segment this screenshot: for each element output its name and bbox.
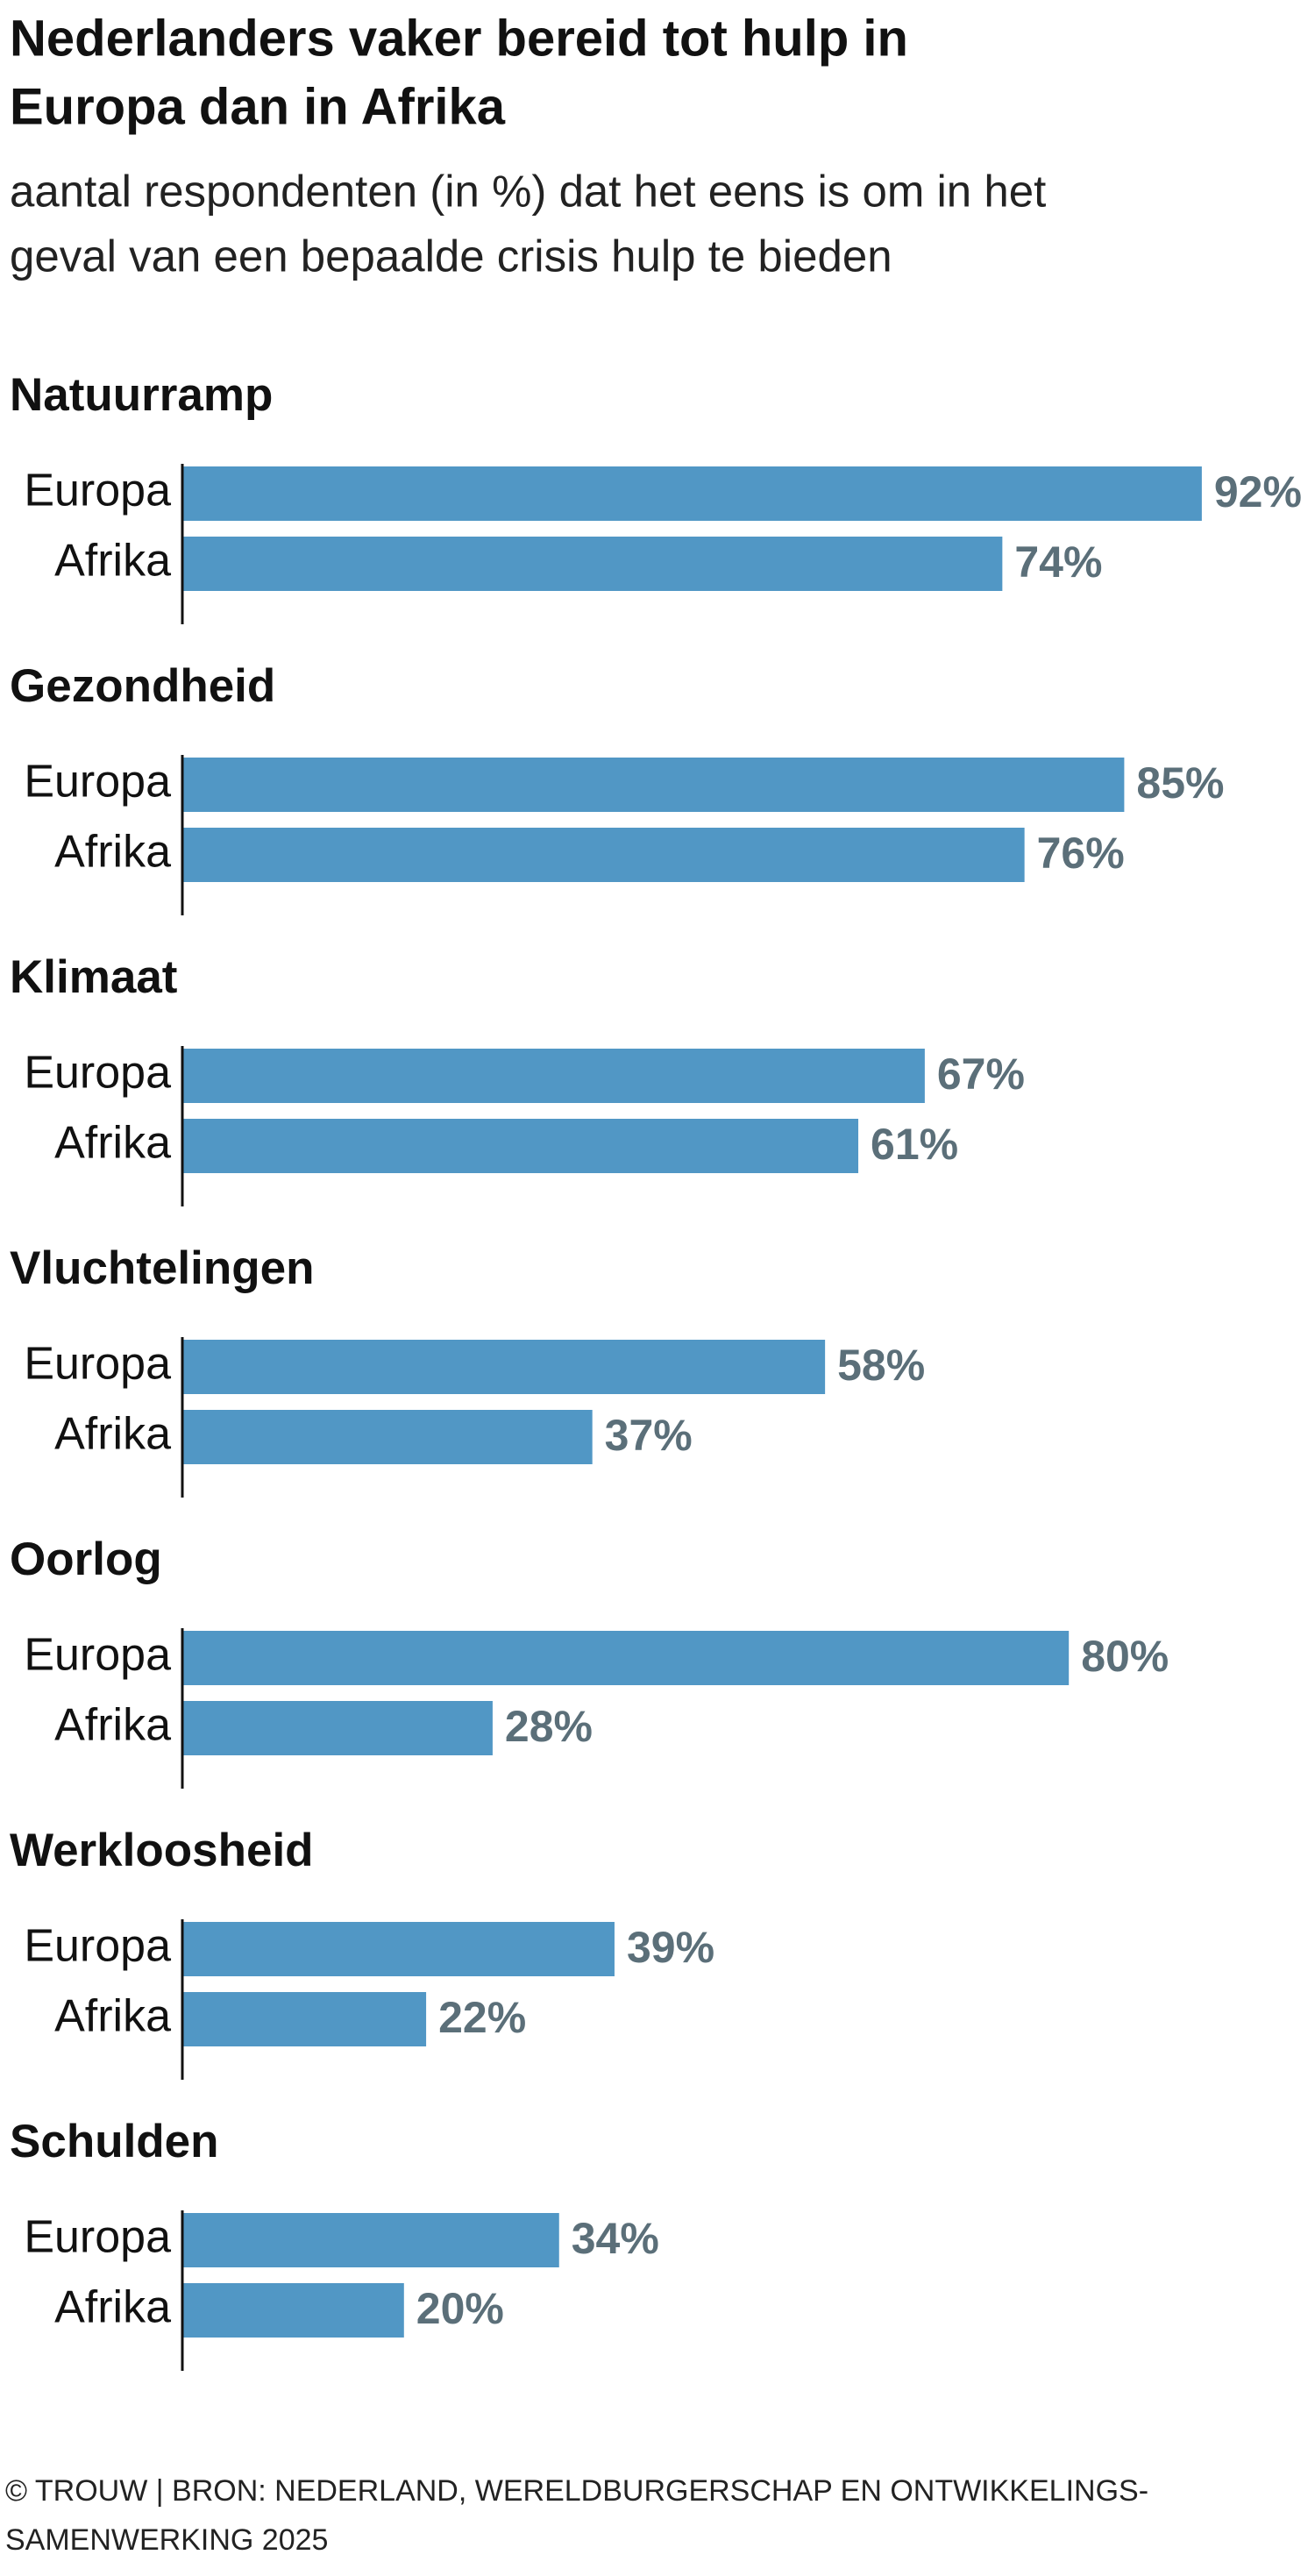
chart-subtitle: aantal respondenten (in %) dat het eens … — [10, 166, 1046, 216]
chart-title: Europa dan in Afrika — [10, 78, 506, 135]
category-label: Europa — [24, 1048, 171, 1099]
chart-title: Nederlanders vaker bereid tot hulp in — [10, 10, 908, 67]
category-label: Europa — [24, 757, 171, 808]
value-label: 74% — [1014, 537, 1102, 587]
category-label: Europa — [24, 1921, 171, 1972]
bar — [182, 466, 1202, 521]
bar — [182, 1631, 1070, 1685]
chart-subtitle: geval van een bepaalde crisis hulp te bi… — [10, 231, 892, 281]
category-label: Afrika — [54, 536, 171, 587]
bar — [182, 828, 1025, 882]
value-label: 85% — [1136, 758, 1224, 808]
group-title: Gezondheid — [10, 660, 275, 712]
category-label: Afrika — [54, 1991, 171, 2042]
category-label: Europa — [24, 466, 171, 516]
bar — [182, 1410, 593, 1464]
category-label: Europa — [24, 1630, 171, 1681]
group-title: Klimaat — [10, 951, 177, 1003]
group-title: Natuurramp — [10, 369, 273, 421]
bar — [182, 1922, 615, 1976]
bar — [182, 1119, 859, 1173]
group-title: Schulden — [10, 2116, 219, 2167]
category-label: Afrika — [54, 1118, 171, 1169]
group-title: Werkloosheid — [10, 1825, 314, 1876]
value-label: 37% — [605, 1411, 693, 1460]
bar — [182, 758, 1125, 812]
bar — [182, 2283, 404, 2338]
bar — [182, 2213, 559, 2267]
group-title: Vluchtelingen — [10, 1242, 314, 1294]
category-label: Afrika — [54, 1700, 171, 1751]
value-label: 22% — [438, 1993, 526, 2042]
value-label: 61% — [871, 1120, 958, 1169]
value-label: 67% — [937, 1050, 1025, 1099]
value-label: 80% — [1081, 1632, 1169, 1681]
category-label: Europa — [24, 2212, 171, 2263]
source: © TROUW | BRON: NEDERLAND, WERELDBURGERS… — [5, 2474, 1148, 2508]
source: SAMENWERKING 2025 — [5, 2523, 328, 2557]
bar — [182, 537, 1003, 591]
value-label: 39% — [627, 1923, 714, 1972]
category-label: Afrika — [54, 2282, 171, 2333]
value-label: 76% — [1037, 829, 1125, 878]
value-label: 20% — [416, 2284, 504, 2333]
value-label: 34% — [572, 2214, 659, 2263]
category-label: Afrika — [54, 827, 171, 878]
bar — [182, 1049, 925, 1103]
bar — [182, 1340, 826, 1394]
value-label: 28% — [505, 1702, 593, 1751]
value-label: 92% — [1214, 467, 1302, 516]
bar — [182, 1701, 493, 1755]
category-label: Afrika — [54, 1409, 171, 1460]
group-title: Oorlog — [10, 1534, 162, 1585]
value-label: 58% — [837, 1341, 925, 1390]
category-label: Europa — [24, 1339, 171, 1390]
bar — [182, 1992, 427, 2046]
